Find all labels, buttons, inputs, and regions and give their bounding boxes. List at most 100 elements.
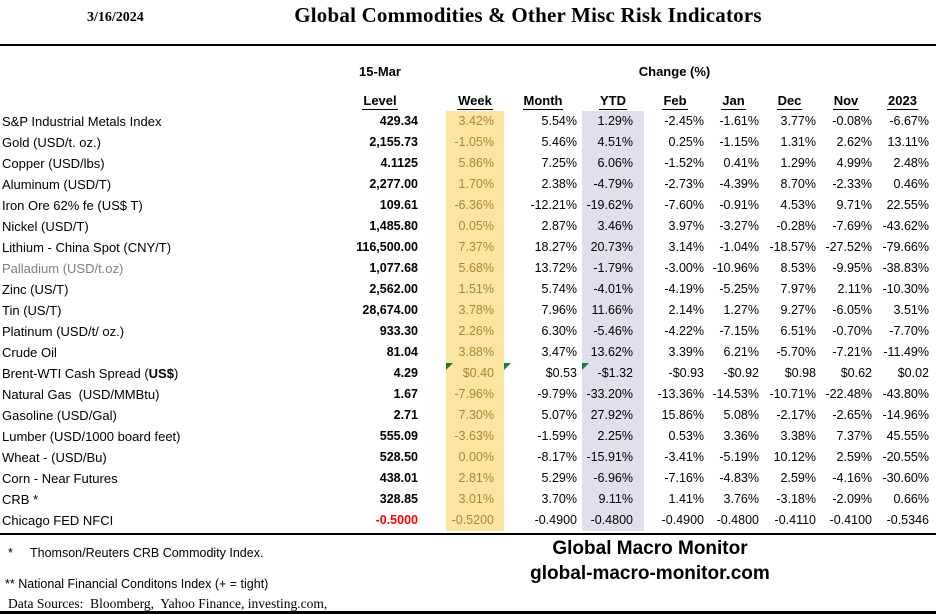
change-cell: 4.53%: [780, 198, 816, 212]
change-cell: -8.17%: [537, 450, 577, 464]
spacer-cell: [420, 405, 446, 426]
column-header-week: Week: [457, 93, 493, 110]
table-row: Palladium (USD/t.oz) 1,077.68 5.68% 13.72% -…: [0, 258, 931, 279]
level-cell: 429.34: [379, 114, 418, 128]
empty-cell: [0, 86, 340, 111]
spacer-cell: [420, 510, 446, 531]
change-cell: 3.76%: [723, 492, 759, 506]
change-group-label: Change (%): [638, 63, 711, 79]
level-cell: 28,674.00: [362, 303, 418, 317]
row-label: Nickel (USD/T): [2, 219, 89, 234]
spacer-cell: [420, 426, 446, 447]
change-cell: -0.4110: [774, 513, 816, 527]
change-cell: -3.27%: [719, 219, 759, 233]
table-row: Lithium - China Spot (CNY/T) 116,500.00 7.…: [0, 237, 931, 258]
change-cell: 0.53%: [668, 429, 704, 443]
change-cell: 9.71%: [836, 198, 872, 212]
change-cell: -10.96%: [712, 261, 759, 275]
change-cell: 3.39%: [668, 345, 704, 359]
change-cell: -0.4900: [661, 513, 704, 527]
row-label: Zinc (US/T): [2, 282, 69, 297]
change-cell: 2.62%: [836, 135, 872, 149]
change-cell: -79.66%: [882, 240, 929, 254]
change-cell: 3.77%: [780, 114, 816, 128]
level-cell: 2,155.73: [369, 135, 418, 149]
column-header-jan: Jan: [721, 93, 746, 110]
row-label: Corn - Near Futures: [2, 471, 118, 486]
change-cell: -1.05%: [446, 132, 504, 153]
change-cell: -$0.92: [723, 366, 759, 380]
row-label: Palladium (USD/t.oz): [2, 261, 124, 276]
table-row: S&P Industrial Metals Index 429.34 3.42% 5.…: [0, 111, 931, 132]
change-cell: 5.29%: [541, 471, 577, 485]
row-label: Wheat - (USD/Bu): [2, 450, 107, 465]
change-cell: 4.51%: [582, 132, 644, 153]
change-cell: 0.41%: [723, 156, 759, 170]
table-group-header-row: 15-Mar Change (%): [0, 56, 931, 86]
change-cell: -0.91%: [719, 198, 759, 212]
level-cell: 81.04: [386, 345, 418, 359]
change-cell: -4.83%: [719, 471, 759, 485]
change-cell: -18.57%: [769, 240, 816, 254]
table-row: CRB * 328.85 3.01% 3.70% 9.11% 1.41% 3.76% -3.1…: [0, 489, 931, 510]
table-row: Copper (USD/lbs) 4.1125 5.86% 7.25% 6.06% -1.…: [0, 153, 931, 174]
change-cell: -22.48%: [825, 387, 872, 401]
change-cell: -0.08%: [832, 114, 872, 128]
divider-top: [0, 44, 936, 46]
spacer-cell: [420, 447, 446, 468]
change-cell: -38.83%: [882, 261, 929, 275]
footnote-nfci: ** National Financial Conditons Index (+…: [5, 577, 269, 591]
change-cell: 5.07%: [541, 408, 577, 422]
spacer-cell: [420, 468, 446, 489]
change-cell: 3.97%: [668, 219, 704, 233]
change-cell: 1.27%: [723, 303, 759, 317]
column-header-level: Level: [362, 93, 398, 110]
change-cell: $0.40: [446, 363, 504, 384]
change-cell: -11.49%: [883, 345, 929, 359]
report-date: 3/16/2024: [87, 10, 144, 25]
change-cell: -1.04%: [719, 240, 759, 254]
table-row: Nickel (USD/T) 1,485.80 0.05% 2.87% 3.46% 3.9…: [0, 216, 931, 237]
row-label: Lumber (USD/1000 board feet): [2, 429, 181, 444]
change-cell: 0.05%: [446, 216, 504, 237]
change-cell: -5.19%: [719, 450, 759, 464]
row-label: Copper (USD/lbs): [2, 156, 105, 171]
change-cell: 6.51%: [780, 324, 816, 338]
row-label: Aluminum (USD/T): [2, 177, 112, 192]
row-label: S&P Industrial Metals Index: [2, 114, 162, 129]
change-cell: -14.96%: [882, 408, 929, 422]
change-cell: 6.06%: [582, 153, 644, 174]
change-cell: 5.86%: [446, 153, 504, 174]
change-cell: -7.96%: [446, 384, 504, 405]
table-row: Brent-WTI Cash Spread (US$) 4.29 $0.40 $0.5…: [0, 363, 931, 384]
change-cell: -1.59%: [537, 429, 577, 443]
change-cell: 3.70%: [541, 492, 577, 506]
change-cell: 20.73%: [582, 237, 644, 258]
change-cell: 3.42%: [446, 111, 504, 132]
change-cell: 5.08%: [723, 408, 759, 422]
change-cell: -2.09%: [832, 492, 872, 506]
change-cell: -4.16%: [832, 471, 872, 485]
spacer-cell: [420, 258, 446, 279]
change-cell: 3.38%: [780, 429, 816, 443]
table-row: Wheat - (USD/Bu) 528.50 0.00% -8.17% -15.91%…: [0, 447, 931, 468]
spacer-cell: [420, 300, 446, 321]
change-cell: -$1.32: [582, 363, 644, 384]
change-cell: 15.86%: [661, 408, 704, 422]
table-header-row: Level Week Month YTD Feb Jan Dec Nov 202…: [0, 86, 931, 111]
change-cell: -7.69%: [832, 219, 872, 233]
column-header-month: Month: [522, 93, 564, 110]
table-row: Chicago FED NFCI -0.5000 -0.5200 -0.4900 -0.…: [0, 510, 931, 531]
change-cell: -1.15%: [719, 135, 759, 149]
change-cell: 1.29%: [582, 111, 644, 132]
change-cell: 7.97%: [780, 282, 816, 296]
change-cell: 1.41%: [668, 492, 704, 506]
change-cell: 11.66%: [582, 300, 644, 321]
change-cell: -0.5346: [886, 513, 929, 527]
change-cell: -19.62%: [582, 195, 644, 216]
change-cell: 10.12%: [773, 450, 816, 464]
change-cell: -10.71%: [769, 387, 816, 401]
change-cell: -20.55%: [882, 450, 929, 464]
change-cell: 5.74%: [541, 282, 577, 296]
